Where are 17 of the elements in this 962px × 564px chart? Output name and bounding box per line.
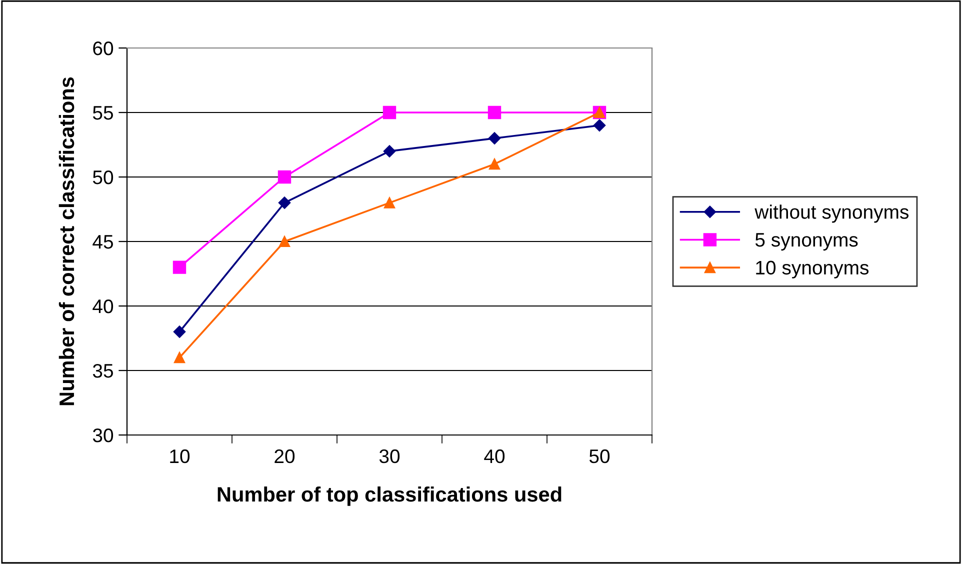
x-tick-label: 30 bbox=[379, 449, 400, 464]
y-tick-label: 60 bbox=[93, 41, 114, 56]
legend-label: without synonyms bbox=[754, 204, 909, 223]
y-tick-label: 45 bbox=[92, 235, 113, 249]
y-tick-label: 35 bbox=[92, 364, 113, 378]
y-tick-label: 40 bbox=[92, 299, 114, 314]
legend-label: 5 synonyms bbox=[755, 233, 858, 251]
y-axis-title: Number of correct classifications bbox=[58, 77, 74, 406]
legend-label: 10 synonyms bbox=[756, 260, 869, 278]
x-tick-label: 20 bbox=[274, 449, 295, 464]
x-axis-title: Number of top classifications used bbox=[218, 486, 562, 506]
y-tick-label: 50 bbox=[92, 170, 114, 184]
x-tick-label: 40 bbox=[484, 449, 505, 464]
y-tick-label: 30 bbox=[92, 428, 114, 442]
x-tick-label: 10 bbox=[170, 449, 190, 464]
x-tick-label: 50 bbox=[589, 449, 610, 464]
y-tick-label: 55 bbox=[92, 106, 113, 120]
